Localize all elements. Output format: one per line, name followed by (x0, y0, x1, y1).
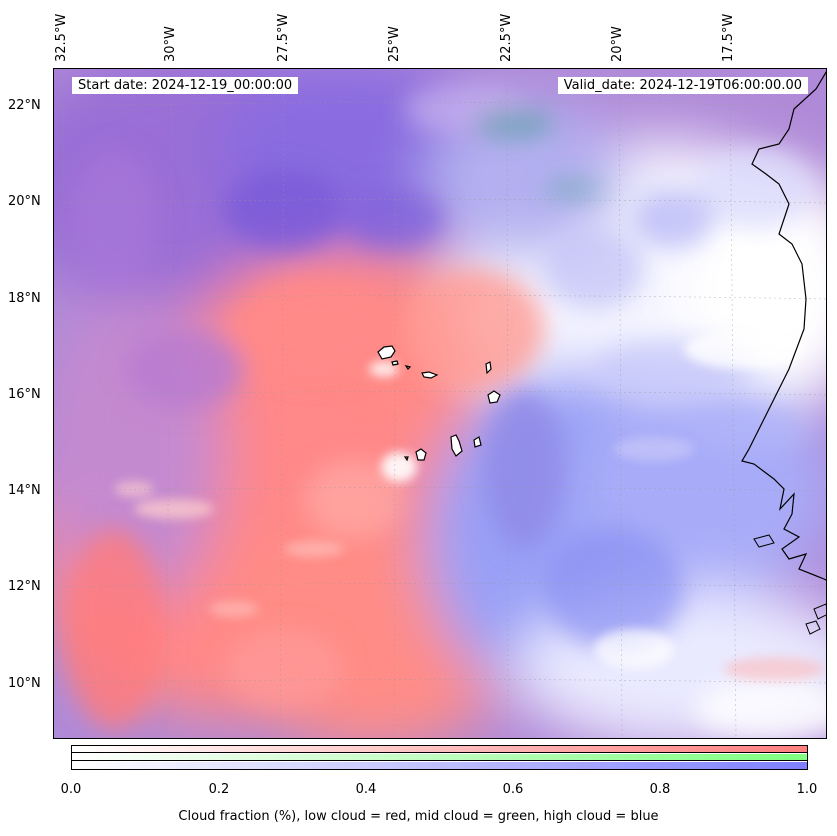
colorbar-low-cloud (72, 746, 807, 753)
island-brava (403, 456, 409, 462)
island-fogo (415, 448, 427, 461)
island-maio (473, 436, 482, 448)
lat-label-20n: 20°N (8, 194, 41, 209)
lon-label-32-5w: 32.5°W (54, 13, 69, 62)
africa-coastline (741, 71, 826, 581)
island-santo-antao (377, 345, 396, 360)
lat-label-18n: 18°N (8, 291, 41, 306)
lon-label-27-5w: 27.5°W (276, 13, 291, 62)
colorbar-tick-5: 1.0 (796, 782, 818, 797)
lon-label-20w: 20°W (610, 26, 625, 62)
lon-label-17-5w: 17.5°W (721, 13, 736, 62)
cloud-field-detail (64, 84, 826, 738)
island-sal (485, 361, 492, 375)
lat-label-16n: 16°N (8, 387, 41, 402)
island-boa-vista (487, 390, 501, 404)
colorbar-tick-3: 0.6 (502, 782, 524, 797)
colorbar-mid-cloud (72, 754, 807, 761)
colorbar-tick-2: 0.4 (355, 782, 377, 797)
bijagos-island-b (805, 620, 821, 635)
lat-label-22n: 22°N (8, 98, 41, 113)
start-date-label: Start date: 2024-12-19_00:00:00 (72, 77, 299, 94)
lat-label-14n: 14°N (8, 483, 41, 498)
lon-label-30w: 30°W (163, 26, 178, 62)
cloud-fraction-map (53, 68, 827, 739)
cape-verde-islands (377, 345, 501, 462)
gambia-estuary (753, 534, 775, 548)
colorbar-tick-1: 0.2 (208, 782, 230, 797)
colorbar-tick-0: 0.0 (60, 782, 82, 797)
colorbar-tick-4: 0.8 (649, 782, 671, 797)
island-sao-nicolau (421, 371, 439, 379)
cloud-field-fine (114, 329, 824, 681)
colorbar-label: Cloud fraction (%), low cloud = red, mid… (178, 809, 659, 824)
island-santa-luzia (404, 365, 412, 370)
valid-date-label: Valid_date: 2024-12-19T06:00:00.00 (557, 77, 808, 94)
lat-label-12n: 12°N (8, 579, 41, 594)
lon-label-22-5w: 22.5°W (499, 13, 514, 62)
bijagos-island-a (813, 603, 826, 620)
colorbar-high-cloud (72, 762, 807, 769)
lat-label-10n: 10°N (8, 676, 41, 691)
map-canvas (54, 69, 826, 738)
colorbar (71, 745, 808, 770)
lon-label-25w: 25°W (387, 26, 402, 62)
island-sao-vicente (391, 360, 399, 366)
graticule (54, 69, 826, 738)
island-santiago (450, 434, 463, 457)
